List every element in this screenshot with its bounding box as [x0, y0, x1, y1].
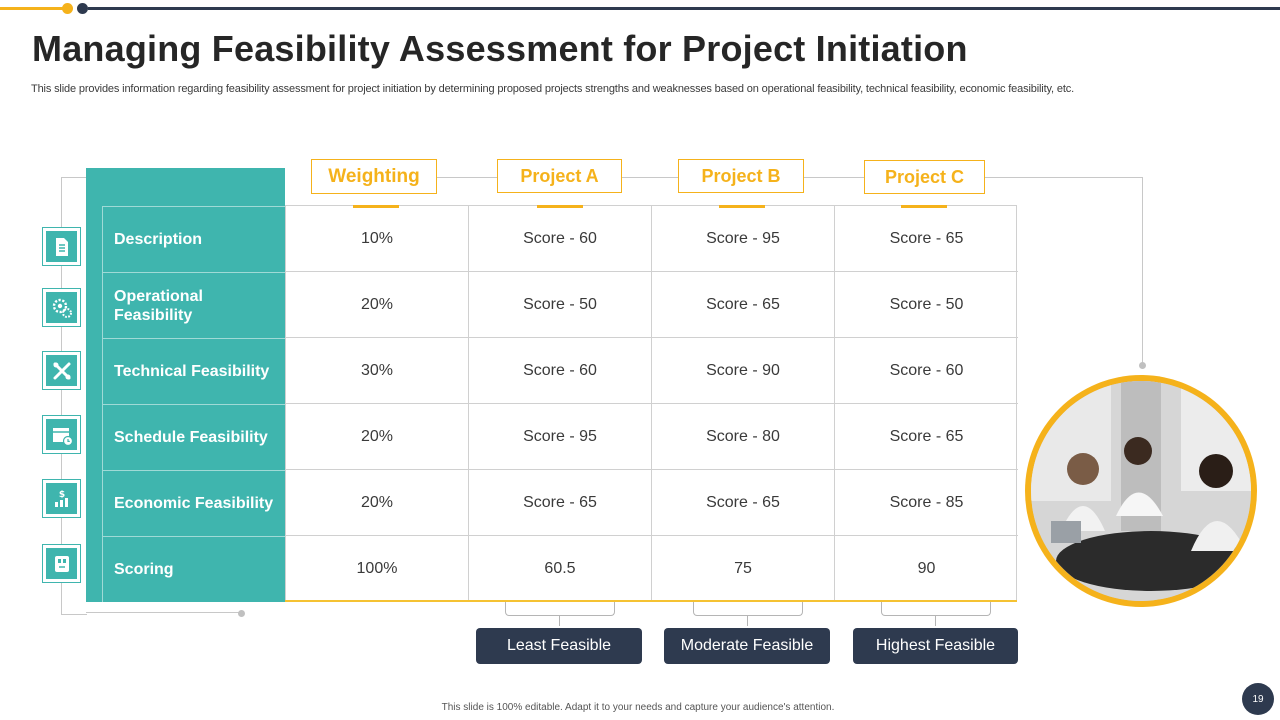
col-header-project-b: Project B [678, 159, 804, 193]
col-tick-project-b [719, 205, 765, 208]
team-meeting-photo [1031, 381, 1251, 601]
scoreboard-icon [42, 544, 81, 583]
table-cell: Score - 90 [652, 338, 835, 404]
table-cell: Score - 50 [469, 272, 652, 338]
footer-note: This slide is 100% editable. Adapt it to… [441, 702, 835, 713]
top-rule [88, 7, 1280, 10]
col-tick-weighting [353, 205, 399, 208]
row-label-description: Description [102, 206, 285, 272]
frame-end-dot-left [238, 610, 245, 617]
slide-title: Managing Feasibility Assessment for Proj… [32, 28, 968, 69]
table-cell: 75 [652, 536, 835, 602]
frame-line-bottom [86, 612, 241, 613]
table-cell: 90 [917, 560, 936, 577]
bracket-project-c [881, 602, 991, 616]
table-cell: Score - 65 [835, 206, 1018, 272]
bracket-stem-project-b [747, 615, 748, 626]
document-icon [42, 227, 81, 266]
table-cell: 20% [286, 404, 469, 470]
table-cell: 20% [286, 272, 469, 338]
calendar-clock-icon [42, 415, 81, 454]
row-label-schedule: Schedule Feasibility [102, 404, 285, 470]
frame-line-left [61, 177, 87, 615]
table-cell: Score - 60 [835, 338, 1018, 404]
table-cell: Score - 95 [469, 404, 652, 470]
frame-end-dot-right [1139, 362, 1146, 369]
col-header-project-a: Project A [497, 159, 622, 193]
top-accent-line [0, 7, 68, 10]
col-tick-project-c [901, 205, 947, 208]
bracket-project-a [505, 602, 615, 616]
table-cell: Score - 95 [652, 206, 835, 272]
col-tick-project-a [537, 205, 583, 208]
table-cell: 100% [286, 536, 469, 602]
bracket-stem-project-a [559, 615, 560, 626]
operational-cell-border [102, 272, 285, 338]
table-cell: Score - 60 [469, 206, 652, 272]
svg-text:$: $ [58, 490, 64, 500]
table-cell: Score - 85 [835, 470, 1018, 536]
table-bottom-accent [285, 600, 1017, 602]
table-cell: Score - 65 [652, 470, 835, 536]
tools-icon [42, 351, 81, 390]
slide-subtitle: This slide provides information regardin… [31, 83, 1074, 95]
result-moderate-feasible: Moderate Feasible [664, 628, 830, 664]
top-accent-dot-yellow [62, 3, 73, 14]
row-label-economic: Economic Feasibility [102, 470, 285, 536]
table-cell: 10% [286, 206, 469, 272]
col-header-weighting: Weighting [311, 159, 437, 194]
table-cell: 20% [286, 470, 469, 536]
top-accent-dot-dark [77, 3, 88, 14]
gears-icon [42, 288, 81, 327]
dollar-chart-icon: $ [42, 479, 81, 518]
result-highest-feasible: Highest Feasible [853, 628, 1018, 664]
table-cell: 30% [286, 338, 469, 404]
row-label-technical: Technical Feasibility [102, 338, 285, 404]
score-table: 10% Score - 60 Score - 95 Score - 65 20%… [285, 205, 1018, 602]
result-least-feasible: Least Feasible [476, 628, 642, 664]
table-cell: Score - 65 [652, 272, 835, 338]
table-cell: Score - 80 [652, 404, 835, 470]
table-cell: Score - 50 [835, 272, 1018, 338]
bracket-project-b [693, 602, 803, 616]
table-cell: Score - 60 [469, 338, 652, 404]
page-number-badge: 19 [1242, 683, 1274, 715]
row-label-scoring: Scoring [102, 536, 285, 602]
table-cell: 60.5 [469, 536, 652, 602]
bracket-stem-project-c [935, 615, 936, 626]
table-cell: Score - 65 [835, 404, 1018, 470]
col-header-project-c: Project C [864, 160, 985, 194]
row-header-band [86, 168, 285, 602]
frame-line-right [1142, 177, 1143, 365]
table-cell: Score - 65 [469, 470, 652, 536]
